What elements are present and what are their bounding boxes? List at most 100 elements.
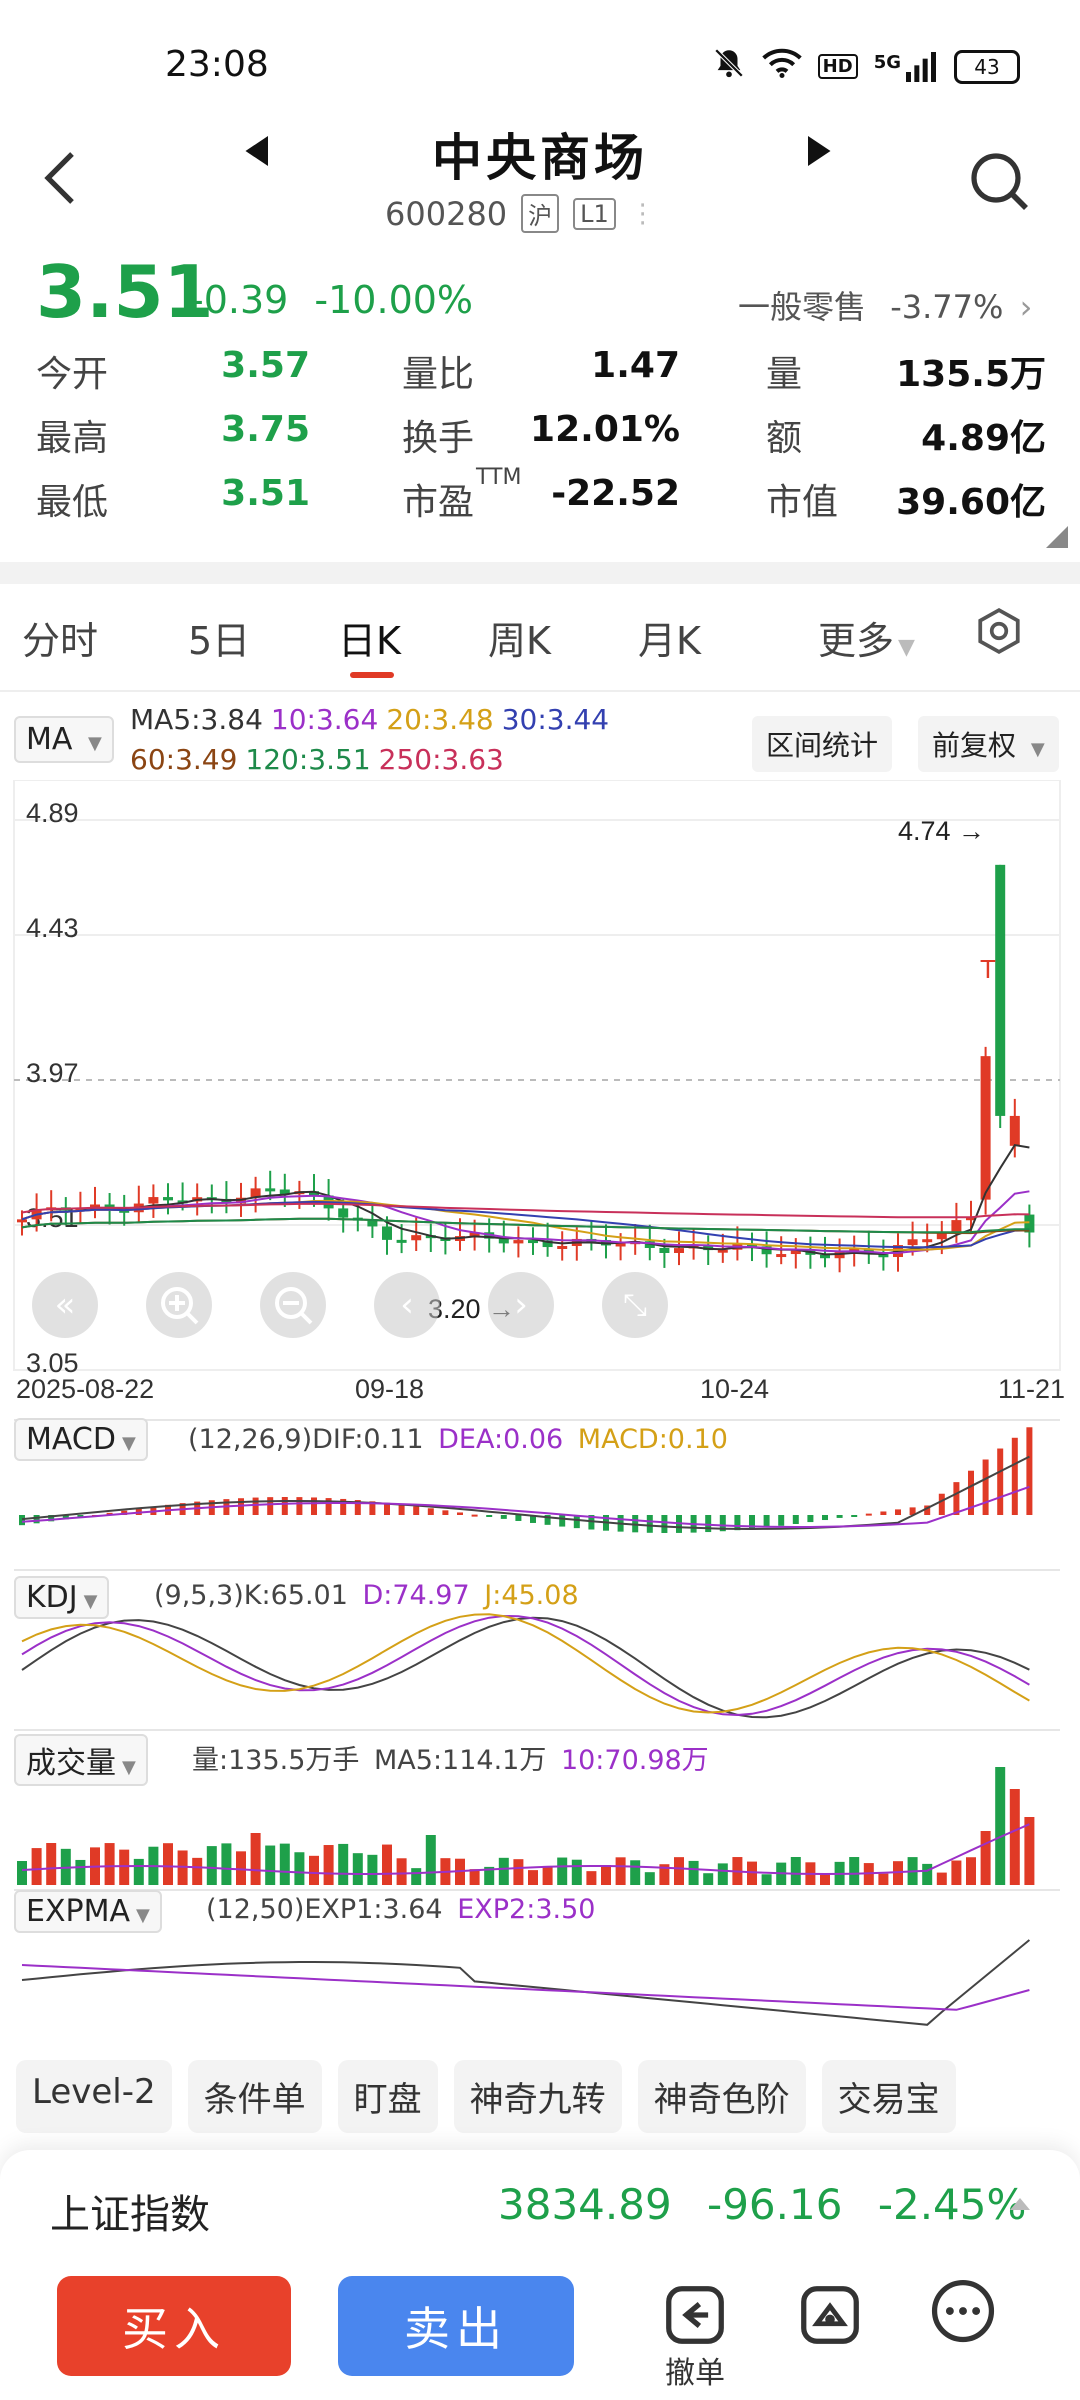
volume-bar [498, 1857, 509, 1885]
macd-bar [792, 1515, 799, 1524]
tab-timeshare[interactable]: 分时 [22, 619, 99, 663]
volume-bar [820, 1874, 830, 1885]
volume-bar [265, 1845, 276, 1885]
tool-condition-order[interactable]: 条件单 [187, 2060, 322, 2133]
candle-body [980, 1056, 991, 1200]
macd-bar [238, 1498, 244, 1515]
zoom-out-button[interactable] [260, 1272, 326, 1338]
back-button[interactable] [42, 150, 78, 221]
ma-dropdown[interactable]: MA ▼ [14, 716, 114, 763]
volume-bar [966, 1857, 976, 1885]
volume-bar [586, 1871, 597, 1885]
change-percent: -10.00% [314, 278, 474, 322]
kdj-k: K:65.01 [243, 1580, 348, 1611]
tool-magic-color[interactable]: 神奇色阶 [637, 2060, 806, 2133]
tab-5day[interactable]: 5日 [188, 619, 251, 663]
volume-bar [338, 1843, 349, 1885]
volume-ma-line [21, 1823, 1030, 1876]
candle-body [995, 864, 1006, 1116]
macd-bar [865, 1513, 872, 1516]
tab-daily-k[interactable]: 日K [338, 619, 401, 663]
ma-legend-item: 10:3.64 [270, 703, 379, 736]
quote-value: 39.60亿 [896, 482, 1046, 523]
candle-body [907, 1239, 918, 1246]
expand-corner-icon[interactable] [1046, 526, 1068, 548]
volume-bar [747, 1861, 757, 1885]
quote-label: 量比 [402, 354, 475, 395]
battery-icon: 43 [954, 49, 1020, 84]
macd-bar [763, 1515, 770, 1528]
kdj-dropdown[interactable]: KDJ ▼ [14, 1576, 110, 1619]
volume-bar [703, 1873, 714, 1885]
candle-body [250, 1188, 261, 1198]
volume-bar [46, 1843, 57, 1885]
prev-stock-button[interactable] [245, 134, 271, 175]
y-tick-label: 4.89 [26, 798, 79, 828]
candle-body [878, 1254, 889, 1258]
search-button[interactable] [968, 150, 1032, 218]
scroll-right-button[interactable]: › [488, 1272, 554, 1338]
volume-bar [484, 1866, 495, 1885]
tab-more[interactable]: 更多 ▼ [818, 610, 915, 665]
index-name[interactable]: 上证指数 [50, 2192, 210, 2238]
macd-bar [997, 1448, 1004, 1515]
quote-grid: 今开 3.57 量比 1.47 量 135.5万 最高 3.75 换手 12.01% 额 4.89亿最… [0, 345, 1080, 545]
volume-bar [119, 1849, 130, 1885]
volume-dropdown[interactable]: 成交量 ▼ [14, 1734, 148, 1786]
adjust-dropdown[interactable]: 前复权 ▼ [918, 716, 1059, 772]
more-dots-icon[interactable]: ⋮ [629, 198, 656, 229]
tool-watch[interactable]: 盯盘 [337, 2060, 438, 2133]
macd-dropdown[interactable]: MACD ▼ [14, 1418, 148, 1461]
cancel-order-button[interactable]: 撤单 [660, 2280, 730, 2392]
expma-dropdown[interactable]: EXPMA ▼ [14, 1890, 162, 1933]
macd-bar [909, 1507, 916, 1515]
settings-button[interactable] [974, 606, 1024, 665]
zoom-in-icon [161, 1287, 199, 1325]
macd-bar [953, 1482, 960, 1515]
caret-down-icon: ▼ [898, 635, 915, 660]
rewind-button[interactable]: « [32, 1272, 98, 1338]
ma-legend: MA5:3.84 10:3.64 20:3.48 30:3.44 60:3.49 120:… [130, 700, 617, 780]
scroll-left-button[interactable]: ‹ [374, 1272, 440, 1338]
buy-button[interactable]: 买入 [57, 2276, 291, 2376]
candle-body [90, 1204, 100, 1208]
macd-bar [573, 1515, 580, 1529]
candle-body [338, 1208, 349, 1218]
sector-link[interactable]: 一般零售 -3.77% › [738, 282, 1032, 328]
quote-value: 135.5万 [896, 354, 1046, 395]
sell-button[interactable]: 卖出 [338, 2276, 574, 2376]
macd-bar [661, 1515, 668, 1533]
macd-bar [369, 1501, 376, 1515]
market-tag: 沪 [521, 194, 560, 233]
volume-bar [367, 1854, 378, 1885]
macd-bar [807, 1515, 814, 1523]
position-button[interactable] [795, 2280, 865, 2354]
caret-down-icon: ▼ [87, 733, 102, 754]
ma-line [21, 1217, 1030, 1234]
candle-body [557, 1245, 568, 1249]
more-button[interactable] [928, 2276, 998, 2350]
tool-level2[interactable]: Level-2 [16, 2060, 172, 2133]
zoom-in-button[interactable] [146, 1272, 212, 1338]
fullscreen-button[interactable]: ⤡ [602, 1272, 668, 1338]
volume-bar [323, 1845, 334, 1885]
range-stats-button[interactable]: 区间统计 [752, 716, 893, 772]
expma-values: (12,50)EXP1:3.64 EXP2:3.50 [206, 1894, 595, 1925]
macd-bar [77, 1515, 84, 1518]
candle-body [163, 1197, 173, 1201]
candle-body [528, 1240, 538, 1244]
candle-body [922, 1239, 933, 1243]
tool-trade-treasure[interactable]: 交易宝 [821, 2060, 956, 2133]
volume-bar [601, 1865, 611, 1885]
kdj-line [21, 1614, 1030, 1717]
tab-monthly-k[interactable]: 月K [638, 619, 701, 663]
expma-line-1 [21, 1939, 1031, 2026]
next-stock-button[interactable] [805, 134, 831, 175]
high-annotation: 4.74 → [898, 816, 985, 846]
expand-index-icon[interactable] [1010, 2198, 1030, 2210]
tool-magic-nine[interactable]: 神奇九转 [453, 2060, 622, 2133]
macd-macd: MACD:0.10 [577, 1424, 728, 1455]
volume-bar [221, 1843, 232, 1885]
tab-weekly-k[interactable]: 周K [488, 619, 551, 663]
